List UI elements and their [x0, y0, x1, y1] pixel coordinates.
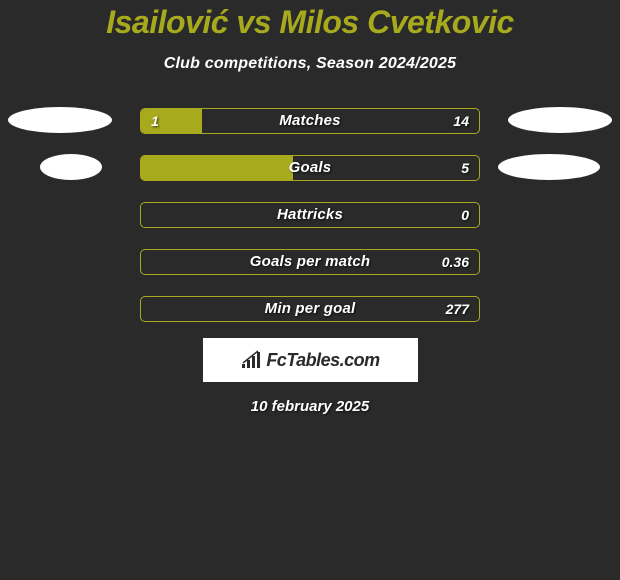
stat-right-value: 0 [461, 203, 469, 227]
stat-right-value: 5 [461, 156, 469, 180]
bar-fill-left [141, 109, 202, 133]
stat-bar-goals: Goals 5 [140, 155, 480, 181]
stat-label: Goals per match [141, 250, 479, 274]
right-oval-icon [508, 107, 612, 133]
right-oval-icon [498, 154, 600, 180]
stat-bar-min-per-goal: Min per goal 277 [140, 296, 480, 322]
left-oval-icon [8, 107, 112, 133]
stat-row: Goals 5 [0, 154, 620, 181]
stat-row: Min per goal 277 [0, 295, 620, 322]
line-chart-icon [240, 350, 264, 370]
stat-label: Min per goal [141, 297, 479, 321]
stat-label: Hattricks [141, 203, 479, 227]
brand-badge: FcTables.com [203, 338, 418, 382]
bar-fill-left [141, 156, 293, 180]
page-title: Isailović vs Milos Cvetkovic [106, 4, 514, 41]
brand-text: FcTables.com [266, 350, 379, 371]
stat-bar-hattricks: Hattricks 0 [140, 202, 480, 228]
stat-bar-goals-per-match: Goals per match 0.36 [140, 249, 480, 275]
stat-rows: 1 Matches 14 Goals 5 Hatt [0, 107, 620, 322]
stat-right-value: 14 [453, 109, 469, 133]
stat-bar-matches: 1 Matches 14 [140, 108, 480, 134]
left-oval-icon [40, 154, 102, 180]
infographic-root: Isailović vs Milos Cvetkovic Club compet… [0, 0, 620, 580]
page-subtitle: Club competitions, Season 2024/2025 [164, 55, 456, 73]
stat-row: 1 Matches 14 [0, 107, 620, 134]
stat-right-value: 277 [446, 297, 469, 321]
stat-row: Goals per match 0.36 [0, 248, 620, 275]
stat-row: Hattricks 0 [0, 201, 620, 228]
date-text: 10 february 2025 [251, 398, 369, 415]
stat-right-value: 0.36 [442, 250, 469, 274]
